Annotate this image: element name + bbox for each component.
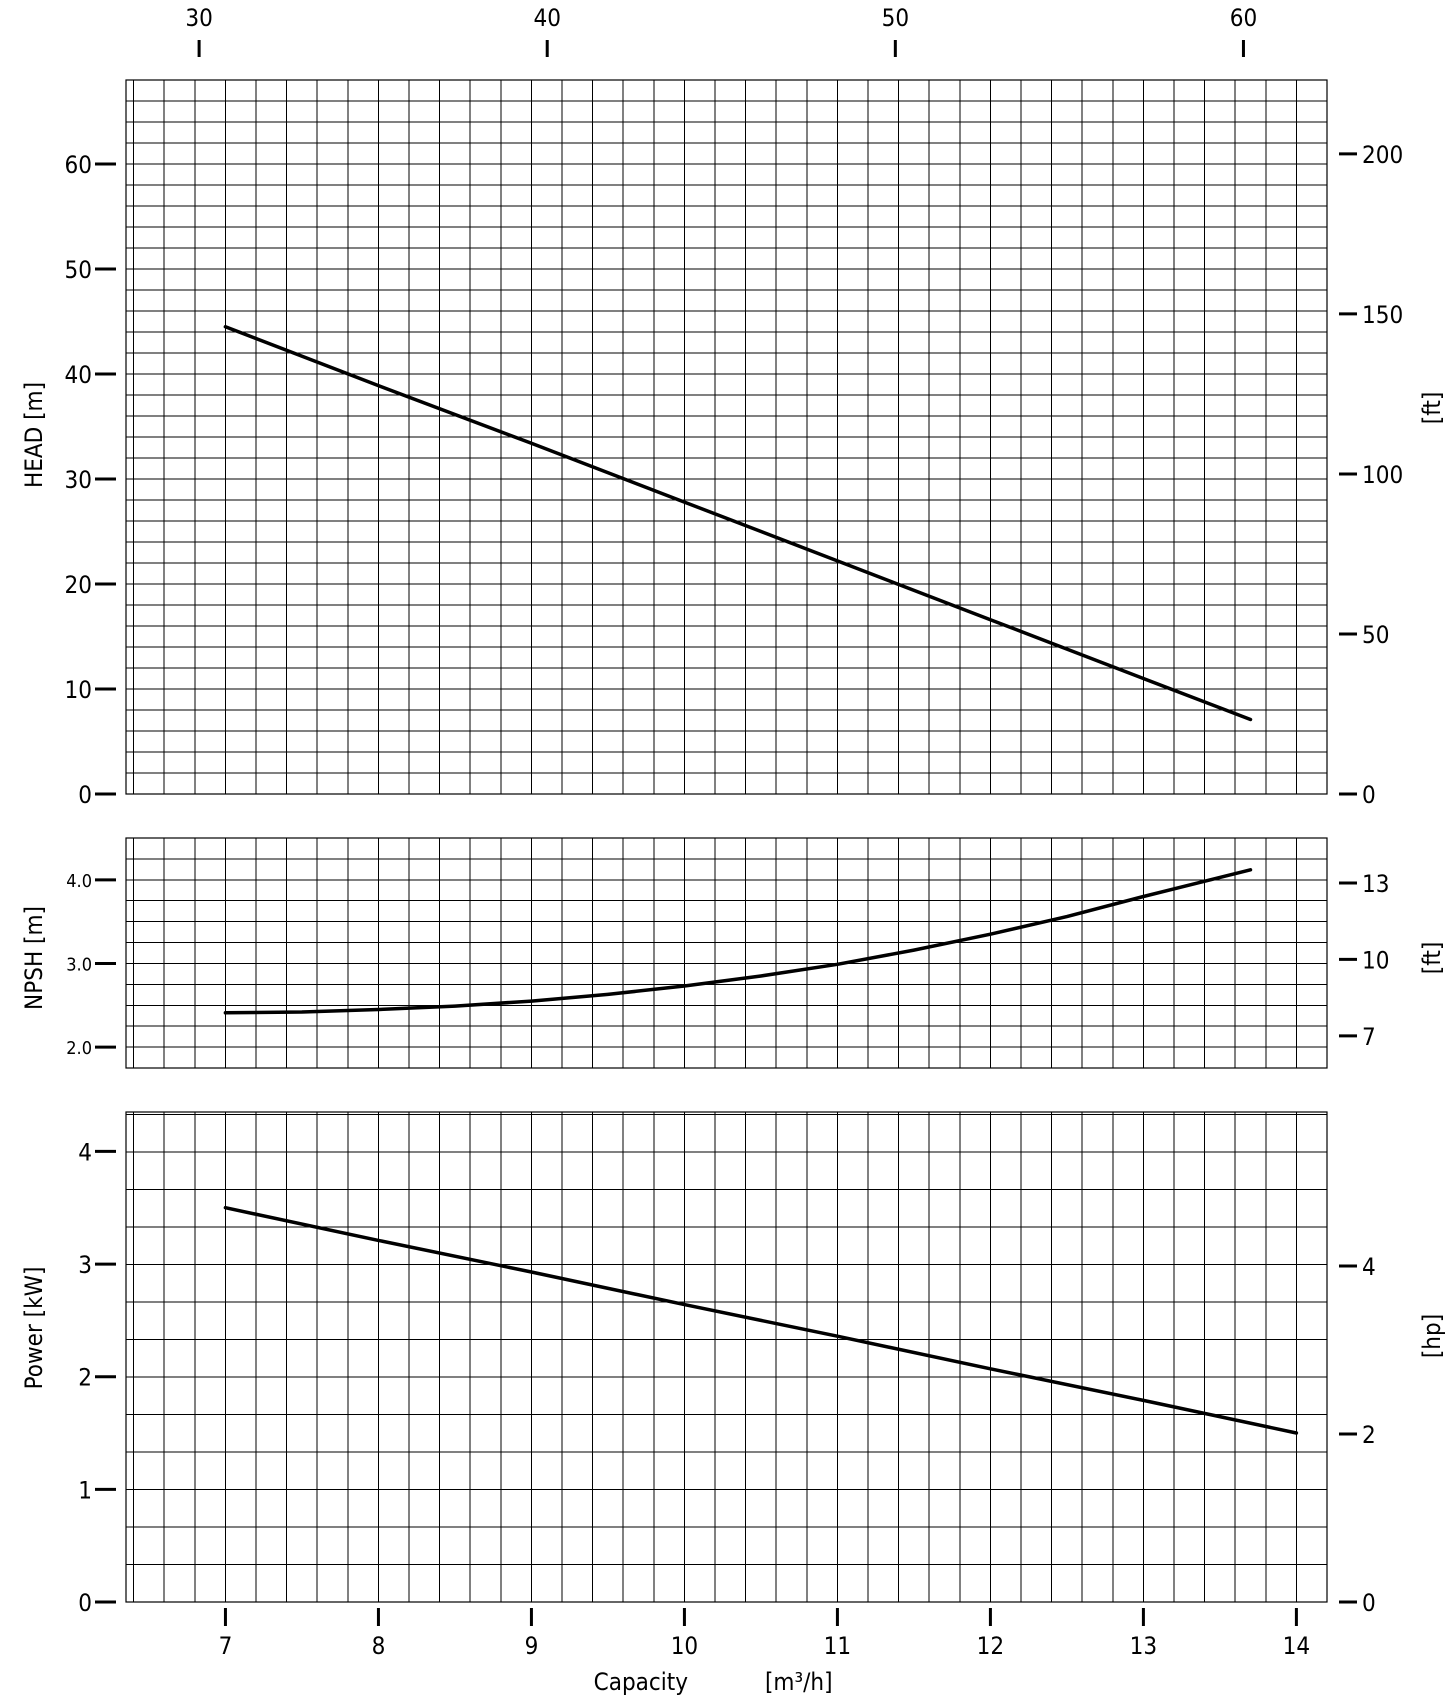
npsh-axis-title: NPSH [m]	[20, 906, 48, 1010]
npsh-y-tick-label: 4.0	[66, 871, 92, 892]
head-secondary-tick-label: 200	[1362, 141, 1403, 169]
power-y-tick-label: 0	[78, 1589, 92, 1617]
power-y-tick-label: 2	[78, 1364, 92, 1392]
grid-layer	[126, 80, 1327, 1602]
capacity-tick-label: 13	[1130, 1632, 1157, 1660]
head-secondary-tick-label: 150	[1362, 301, 1403, 329]
npsh-curve	[223, 868, 1253, 1015]
head-y-tick-label: 0	[78, 781, 92, 809]
head-y-tick-label: 60	[65, 151, 92, 179]
capacity-tick-label: 11	[824, 1632, 851, 1660]
power-secondary-tick-label: 4	[1362, 1253, 1376, 1281]
top-capacity-tick-label: 40	[533, 4, 560, 32]
power-curve	[223, 1205, 1299, 1435]
npsh-secondary-tick-label: 7	[1362, 1023, 1376, 1051]
head-axis-title: HEAD [m]	[20, 382, 48, 488]
power-y-tick-label: 4	[78, 1138, 92, 1166]
capacity-tick-label: 8	[372, 1632, 386, 1660]
npsh-secondary-tick-label: 13	[1362, 870, 1389, 898]
head-y-tick-label: 20	[65, 571, 92, 599]
head-plot-frame	[125, 79, 1328, 795]
frame-layer	[125, 79, 1328, 1603]
power-plot-frame	[125, 1111, 1328, 1603]
top-capacity-tick-label: 50	[882, 4, 909, 32]
capacity-tick-label: 9	[525, 1632, 539, 1660]
power-secondary-tick-label: 0	[1362, 1589, 1376, 1617]
power-y-tick-label: 3	[78, 1251, 92, 1279]
capacity-tick-label: 10	[671, 1632, 698, 1660]
curve-layer	[223, 325, 1299, 1435]
head-y-tick-label: 40	[65, 361, 92, 389]
head-secondary-tick-label: 0	[1362, 781, 1376, 809]
head-secondary-axis-title: [ft]	[1418, 392, 1446, 424]
power-axis-title: Power [kW]	[20, 1267, 48, 1390]
npsh-secondary-tick-label: 10	[1362, 946, 1389, 974]
top-capacity-tick-label: 60	[1230, 4, 1257, 32]
top-capacity-tick-label: 30	[185, 4, 212, 32]
power-secondary-axis-title: [hp]	[1418, 1314, 1446, 1358]
power-secondary-tick-label: 2	[1362, 1421, 1376, 1449]
head-secondary-tick-label: 100	[1362, 461, 1403, 489]
npsh-plot-frame	[125, 837, 1328, 1069]
head-y-tick-label: 30	[65, 466, 92, 494]
head-y-tick-label: 50	[65, 256, 92, 284]
capacity-tick-label: 7	[219, 1632, 233, 1660]
npsh-y-tick-label: 2.0	[66, 1038, 92, 1059]
capacity-tick-label: 14	[1283, 1632, 1310, 1660]
capacity-axis-unit: [m³/h]	[765, 1668, 833, 1696]
head-y-tick-label: 10	[65, 676, 92, 704]
npsh-secondary-axis-title: [ft]	[1418, 942, 1446, 974]
npsh-y-tick-label: 3.0	[66, 954, 92, 975]
power-y-tick-label: 1	[78, 1476, 92, 1504]
head-secondary-tick-label: 50	[1362, 621, 1389, 649]
tick-layer	[95, 40, 1357, 1626]
capacity-tick-label: 12	[977, 1632, 1004, 1660]
head-curve	[223, 325, 1253, 722]
label-layer: 01020304050600501001502002.03.04.0710130…	[65, 4, 1404, 1660]
capacity-axis-title: Capacity	[594, 1668, 689, 1696]
